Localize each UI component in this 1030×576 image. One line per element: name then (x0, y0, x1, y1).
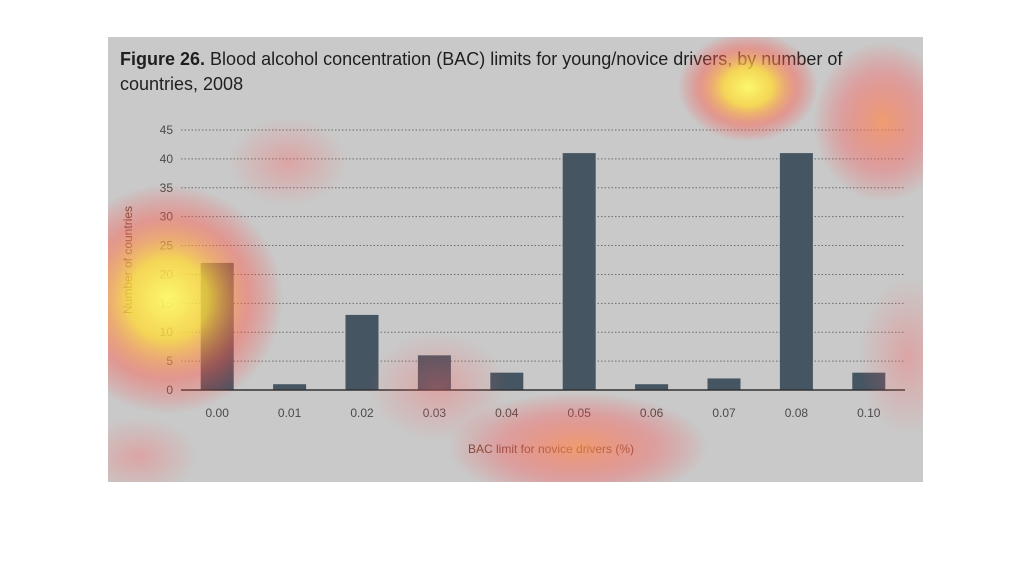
y-tick-label: 45 (160, 123, 174, 137)
y-tick-label: 30 (160, 210, 174, 224)
x-tick-label: 0.08 (785, 406, 809, 420)
y-tick-label: 25 (160, 239, 174, 253)
x-axis-title: BAC limit for novice drivers (%) (468, 442, 634, 456)
bar (345, 314, 379, 390)
bar (562, 153, 596, 390)
y-tick-label: 0 (166, 383, 173, 397)
chart-figure: Figure 26. Blood alcohol concentration (… (108, 37, 923, 482)
x-tick-label: 0.10 (857, 406, 881, 420)
y-tick-label: 35 (160, 181, 174, 195)
bar (200, 262, 234, 390)
bar (635, 384, 669, 390)
x-tick-label: 0.01 (278, 406, 302, 420)
y-tick-label: 5 (166, 354, 173, 368)
y-tick-label: 40 (160, 152, 174, 166)
bar (779, 153, 813, 390)
x-tick-label: 0.03 (423, 406, 447, 420)
figure-number: Figure 26. (120, 49, 206, 69)
x-tick-label: 0.07 (712, 406, 736, 420)
bars (200, 153, 886, 390)
bar-chart: 0 5 10 15 20 25 30 35 40 45 0.00 0.01 0.02 0.03 0.04 0.… (121, 123, 905, 456)
bar (707, 378, 741, 390)
bar (852, 372, 886, 390)
y-tick-label: 20 (160, 267, 174, 281)
bar (273, 384, 307, 390)
bar (417, 355, 451, 390)
x-tick-label: 0.06 (640, 406, 664, 420)
bar (490, 372, 524, 390)
x-tick-label: 0.02 (350, 406, 374, 420)
x-tick-label: 0.05 (568, 406, 592, 420)
x-tick-label: 0.04 (495, 406, 519, 420)
y-tick-label: 15 (160, 296, 174, 310)
y-axis-title: Number of countries (121, 206, 135, 314)
y-tick-label: 10 (160, 325, 174, 339)
x-tick-label: 0.00 (206, 406, 230, 420)
